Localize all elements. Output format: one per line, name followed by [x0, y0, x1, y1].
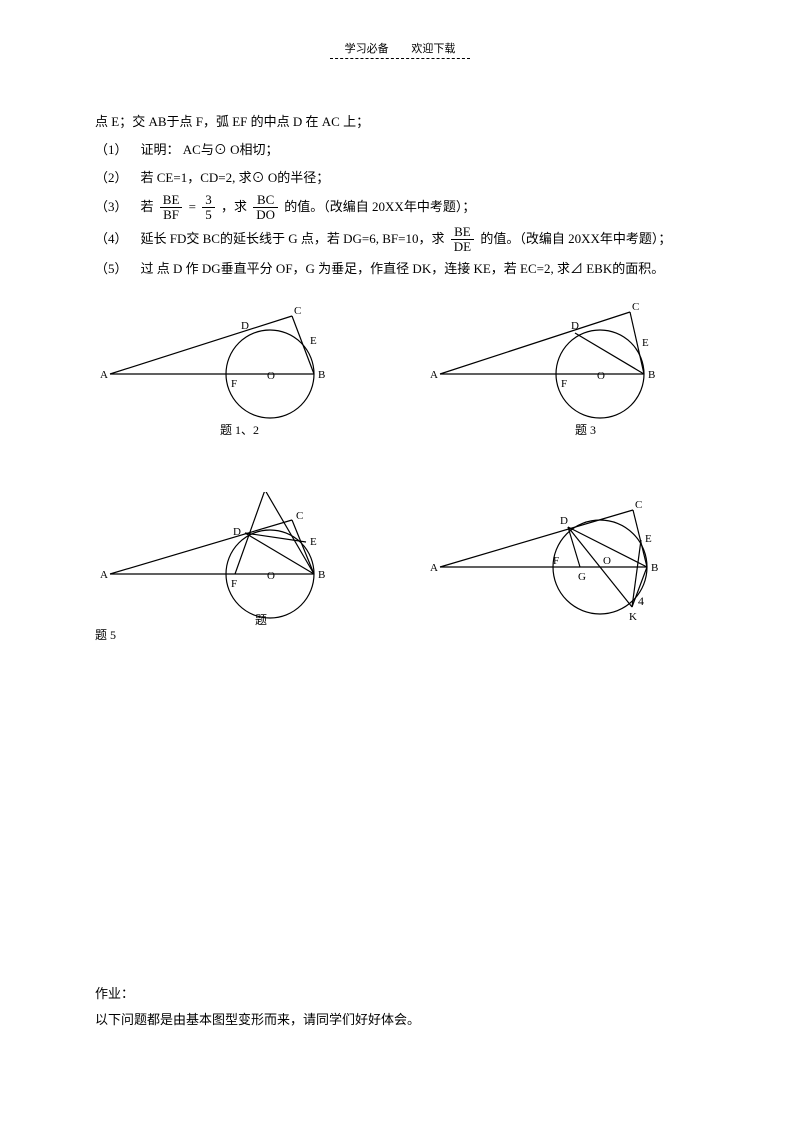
svg-text:题 3: 题 3	[575, 423, 596, 437]
p3-post: 的值。（改编自 20XX年中考题）；	[284, 199, 475, 214]
p5-num: （5）	[95, 261, 128, 276]
p3-pre: 若	[141, 199, 154, 214]
svg-text:C: C	[296, 510, 303, 522]
problem-5: （5） 过 点 D 作 DG垂直平分 OF，G 为垂足，作直径 DK，连接 KE…	[95, 256, 705, 282]
p3-mid2: ，求	[221, 199, 247, 214]
frac-3-5: 35	[202, 193, 215, 223]
p2-text: 若 CE=1，CD=2, 求⊙ O的半径；	[141, 170, 330, 185]
frac-be-de: BEDE	[451, 225, 474, 255]
svg-text:B: B	[318, 369, 325, 381]
p3-num: （3）	[95, 199, 128, 214]
svg-text:G: G	[578, 571, 586, 583]
footer: 作业： 以下问题都是由基本图型变形而来，请同学们好好体会。	[95, 981, 420, 1033]
svg-text:A: A	[430, 562, 438, 574]
svg-text:F: F	[231, 378, 237, 390]
p3-eq: =	[189, 199, 196, 214]
svg-text:C: C	[635, 499, 642, 511]
svg-text:A: A	[430, 369, 438, 381]
svg-text:F: F	[231, 578, 237, 590]
p2-num: （2）	[95, 170, 128, 185]
footer-line-1: 作业：	[95, 981, 420, 1007]
svg-text:E: E	[645, 533, 652, 545]
svg-text:D: D	[233, 526, 241, 538]
svg-text:E: E	[642, 337, 649, 349]
problem-2: （2） 若 CE=1，CD=2, 求⊙ O的半径；	[95, 165, 705, 191]
svg-text:E: E	[310, 335, 317, 347]
svg-text:4: 4	[638, 594, 644, 608]
svg-text:D: D	[241, 320, 249, 332]
diagram-4: A B C D E F G O K4	[425, 492, 675, 657]
svg-text:题 1、2: 题 1、2	[220, 423, 259, 437]
p4-num: （4）	[95, 230, 128, 245]
svg-text:题: 题	[255, 613, 267, 627]
svg-text:O: O	[267, 570, 275, 582]
svg-text:O: O	[267, 370, 275, 382]
diagram-5: ABCDEFGO题题 5	[95, 492, 345, 657]
p4-post: 的值。（改编自 20XX年中考题）；	[480, 230, 671, 245]
svg-text:B: B	[648, 369, 655, 381]
diagram-3: A B C D E F O 题 3	[425, 302, 675, 452]
problem-3: （3） 若 BEBF = 35 ，求 BCDO 的值。（改编自 20XX年中考题…	[95, 193, 705, 223]
footer-line-2: 以下问题都是由基本图型变形而来，请同学们好好体会。	[95, 1007, 420, 1033]
frac-be-bf: BEBF	[160, 193, 183, 223]
svg-text:O: O	[603, 555, 611, 567]
svg-text:F: F	[561, 378, 567, 390]
svg-text:E: E	[310, 536, 317, 548]
content: 点 E；交 AB于点 F，弧 EF 的中点 D 在 AC 上； （1） 证明： …	[0, 59, 800, 662]
diagram-1-2: A B C D E F O 题 1、2	[95, 302, 345, 452]
svg-text:B: B	[651, 562, 658, 574]
svg-text:C: C	[632, 302, 639, 313]
problem-1: （1） 证明： AC与⊙ O相切；	[95, 137, 705, 163]
svg-text:K: K	[629, 611, 637, 623]
page-header: 学习必备 欢迎下载	[0, 0, 800, 59]
intro-line: 点 E；交 AB于点 F，弧 EF 的中点 D 在 AC 上；	[95, 109, 705, 135]
svg-text:题 5: 题 5	[95, 628, 116, 642]
svg-text:F: F	[553, 555, 559, 567]
p4-pre: 延长 FD交 BC的延长线于 G 点，若 DG=6, BF=10，求	[141, 230, 445, 245]
svg-text:B: B	[318, 569, 325, 581]
svg-text:D: D	[560, 515, 568, 527]
svg-text:C: C	[294, 305, 301, 317]
svg-text:A: A	[100, 369, 108, 381]
header-left: 学习必备	[345, 40, 389, 56]
problem-4: （4） 延长 FD交 BC的延长线于 G 点，若 DG=6, BF=10，求 B…	[95, 225, 705, 255]
svg-text:A: A	[100, 569, 108, 581]
svg-text:D: D	[571, 320, 579, 332]
frac-bc-do: BCDO	[253, 193, 278, 223]
diagrams-container: A B C D E F O 题 1、2 A B C D E F O 题 3 A B C D E F G O 题题 5 A B C…	[95, 302, 705, 662]
p5-text: 过 点 D 作 DG垂直平分 OF，G 为垂足，作直径 DK，连接 KE，若 E…	[141, 261, 665, 276]
header-right: 欢迎下载	[411, 40, 455, 56]
p1-text: 证明： AC与⊙ O相切；	[141, 142, 279, 157]
p1-num: （1）	[95, 142, 128, 157]
svg-text:O: O	[597, 370, 605, 382]
